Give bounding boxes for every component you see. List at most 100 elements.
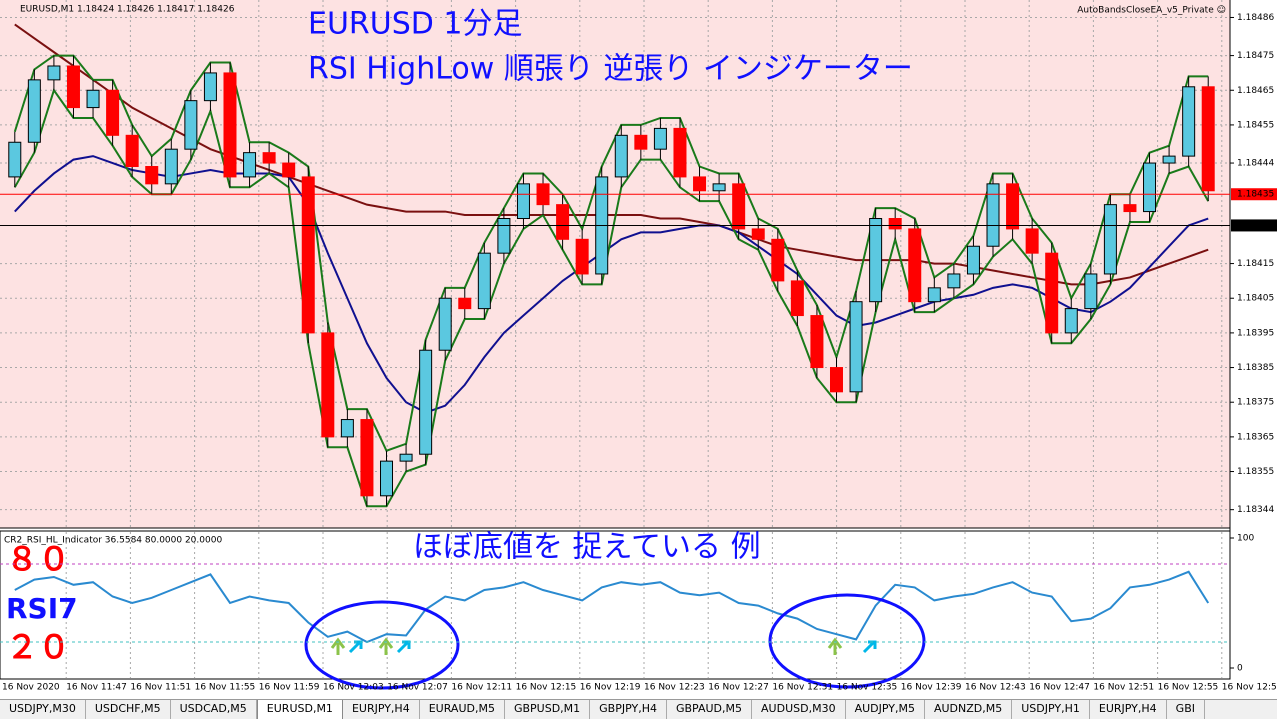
candle-body: [301, 176, 315, 334]
caption: ほぼ底値を 捉えている 例: [413, 530, 761, 565]
candle-body: [8, 141, 22, 178]
candle-body: [321, 332, 335, 438]
candle-body: [399, 453, 413, 462]
buy-arrow: [330, 637, 346, 655]
label-80: ８０: [6, 540, 70, 578]
x-tick-label: 16 Nov 12:43: [965, 683, 1026, 693]
symbol-tab[interactable]: AUDUSD,M30: [752, 700, 846, 719]
symbol-tab[interactable]: GBI: [1167, 700, 1205, 719]
x-tick-label: 16 Nov 12:23: [644, 683, 705, 693]
candle-body: [1162, 155, 1176, 164]
candle-body: [888, 218, 902, 230]
candle-body: [732, 183, 746, 230]
candle-body: [810, 315, 824, 369]
candle-body: [634, 134, 648, 150]
candle-body: [947, 273, 961, 289]
symbol-tab[interactable]: GBPUSD,M1: [505, 700, 591, 719]
highlight-circle: [304, 600, 460, 690]
symbol-tab[interactable]: USDJPY,H1: [1012, 700, 1090, 719]
candle-body: [693, 176, 707, 192]
candle-body: [380, 460, 394, 497]
candle-body: [516, 183, 530, 220]
candle-body: [1123, 204, 1137, 213]
x-tick-label: 16 Nov 12:03: [323, 683, 384, 693]
candle-body: [203, 72, 217, 102]
x-tick-label: 16 Nov 11:59: [259, 683, 320, 693]
y-tick-label: 1.18395: [1237, 328, 1274, 338]
candle-body: [614, 134, 628, 178]
candle-body: [458, 297, 472, 310]
candle-body: [673, 127, 687, 178]
symbol-tab[interactable]: USDCAD,M5: [171, 700, 257, 719]
x-tick-label: 16 Nov 12:39: [901, 683, 962, 693]
candle-body: [282, 162, 296, 178]
candle-body: [908, 228, 922, 303]
price-label: 1.18426: [1237, 221, 1274, 231]
y-tick-label: 1.18475: [1237, 51, 1274, 61]
symbol-tab[interactable]: EURJPY,H4: [343, 700, 420, 719]
candle-body: [751, 228, 765, 240]
symbol-info: EURUSD,M1 1.18424 1.18426 1.18417 1.1842…: [20, 5, 235, 15]
x-tick-label: 16 Nov 12:47: [1029, 683, 1090, 693]
x-tick-label: 16 Nov 12:19: [580, 683, 641, 693]
symbol-tab[interactable]: EURUSD,M1: [256, 700, 343, 719]
candle-body: [106, 89, 120, 136]
candle-body: [986, 183, 1000, 247]
candle-body: [1006, 183, 1020, 230]
y-tick-label: 1.18344: [1237, 505, 1274, 515]
candle-body: [164, 148, 178, 185]
buy-arrow: [378, 637, 394, 655]
candle-body: [340, 419, 354, 438]
hl-band: [13, 54, 1209, 452]
moving-average: [14, 23, 1209, 286]
candle-body: [1103, 204, 1117, 275]
symbol-tab[interactable]: AUDJPY,M5: [846, 700, 925, 719]
ea-label: AutoBandsCloseEA_v5_Private ☺: [1077, 5, 1226, 16]
candle-body: [27, 79, 41, 143]
y-tick-label: 1.18486: [1237, 13, 1274, 23]
title-line1: EURUSD 1分足: [308, 7, 522, 42]
y-tick-label: 1.18405: [1237, 294, 1274, 304]
candle-body: [243, 152, 257, 178]
candle-body: [771, 238, 785, 282]
price-label: 1.18435: [1237, 190, 1274, 200]
candle-body: [790, 280, 804, 317]
candle-body: [419, 349, 433, 455]
label-20: ２０: [6, 628, 70, 666]
symbol-tab[interactable]: GBPAUD,M5: [667, 700, 753, 719]
symbol-tab[interactable]: GBPJPY,H4: [590, 700, 667, 719]
label-rsi: RSI7: [6, 592, 78, 625]
candle-body: [262, 152, 276, 164]
highlight-circle: [768, 593, 926, 689]
symbol-tab[interactable]: AUDNZD,M5: [925, 700, 1013, 719]
title-line2: RSI HighLow 順張り 逆張り インジケーター: [308, 52, 913, 87]
symbol-tab[interactable]: EURAUD,M5: [420, 700, 505, 719]
symbol-tab[interactable]: USDCHF,M5: [86, 700, 171, 719]
y-tick-label: 1.18365: [1237, 432, 1274, 442]
price-label-bg: [1231, 188, 1277, 201]
y-tick-label: 0: [1237, 664, 1243, 674]
candle-body: [184, 100, 198, 150]
x-tick-label: 16 Nov 11:51: [130, 683, 191, 693]
rsi-line: [14, 570, 1210, 644]
candle-body: [125, 134, 139, 168]
candle-body: [1143, 162, 1157, 213]
y-tick-label: 1.18444: [1237, 159, 1274, 169]
hl-band: [13, 88, 1210, 508]
symbol-tabs: USDJPY,M30 USDCHF,M5 USDCAD,M5 EURUSD,M1 EUR…: [0, 699, 1277, 719]
x-tick-label: 16 Nov 12:31: [772, 683, 833, 693]
symbol-tab[interactable]: EURJPY,H4: [1090, 700, 1167, 719]
chart-window: EURUSD,M1 1.18424 1.18426 1.18417 1.1842…: [0, 0, 1277, 693]
candle-body: [66, 65, 80, 109]
candle-body: [1201, 86, 1215, 192]
candle-body: [1084, 273, 1098, 310]
candle-body: [477, 252, 491, 310]
x-tick-label: 16 Nov 11:47: [66, 683, 127, 693]
symbol-tab[interactable]: USDJPY,M30: [0, 700, 86, 719]
x-tick-label: 16 Nov 12:07: [387, 683, 448, 693]
x-tick-label: 16 Nov 12:59: [1222, 683, 1277, 693]
x-tick-label: 16 Nov 11:55: [195, 683, 256, 693]
x-tick-label: 16 Nov 12:15: [516, 683, 577, 693]
candle-body: [927, 287, 941, 303]
candle-body: [1045, 252, 1059, 334]
